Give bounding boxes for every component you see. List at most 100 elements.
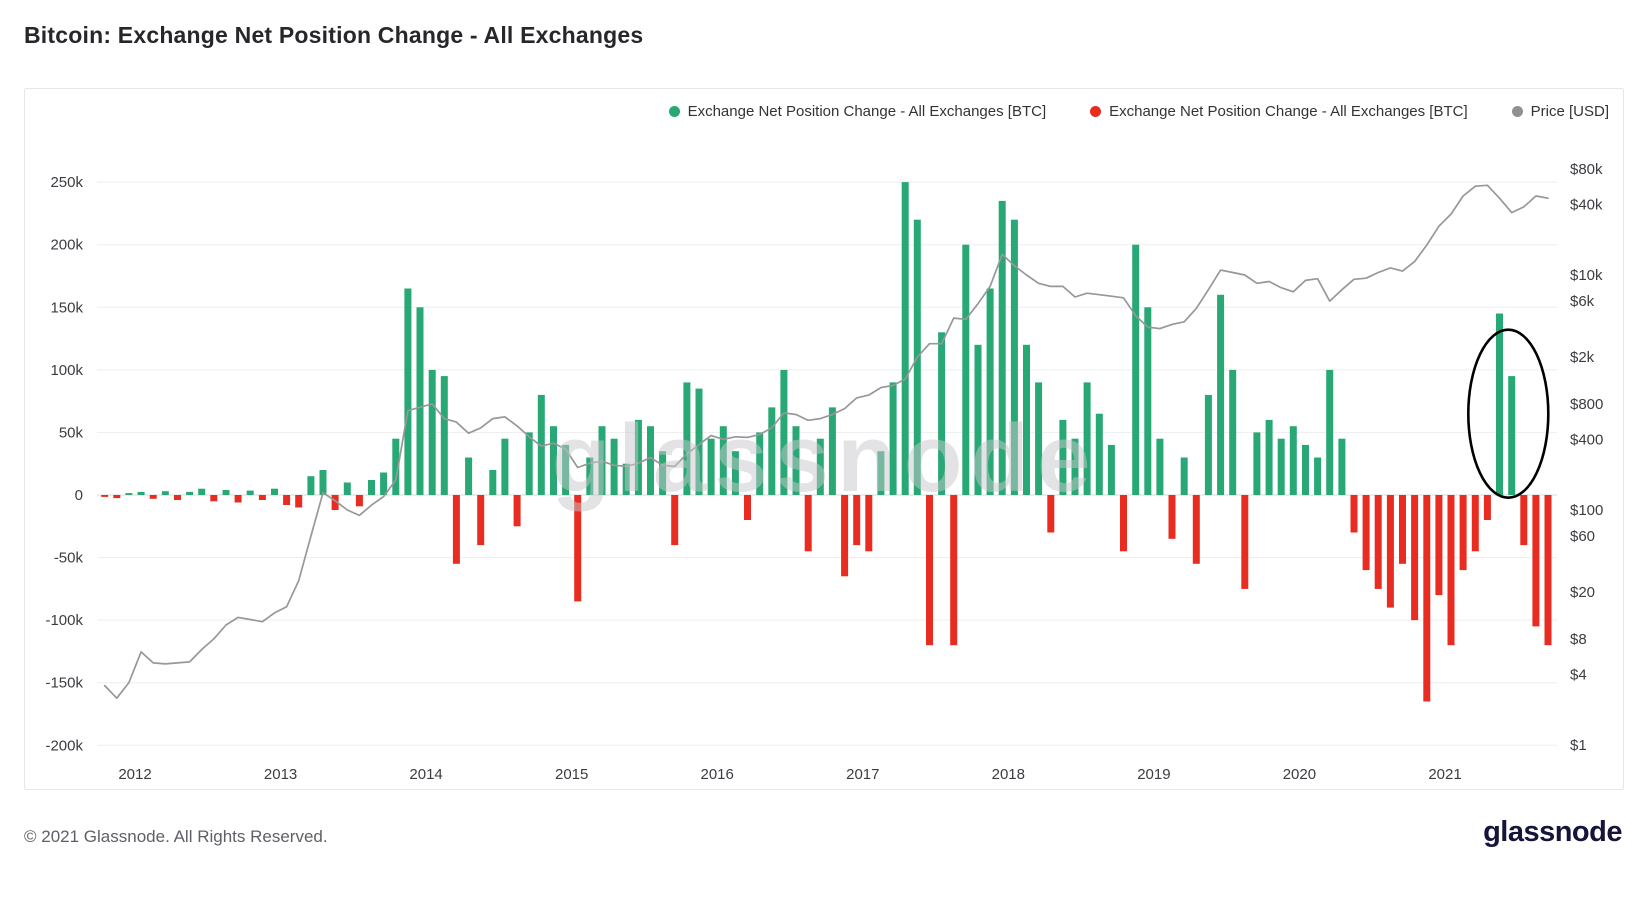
net-position-bar[interactable] — [137, 491, 145, 495]
net-position-bar[interactable] — [938, 332, 946, 495]
net-position-bar[interactable] — [659, 451, 667, 495]
net-position-bar[interactable] — [440, 376, 448, 495]
net-position-bar[interactable] — [974, 344, 982, 495]
net-position-bar[interactable] — [1265, 419, 1273, 495]
net-position-bar[interactable] — [1496, 313, 1503, 496]
net-position-bar[interactable] — [149, 495, 157, 499]
net-position-bar[interactable] — [186, 491, 194, 495]
net-position-bar[interactable] — [1302, 444, 1309, 495]
net-position-bar[interactable] — [574, 495, 582, 602]
net-position-bar[interactable] — [550, 426, 557, 495]
legend-item-price[interactable]: Price [USD] — [1511, 103, 1609, 120]
net-position-bar[interactable] — [258, 495, 266, 500]
net-position-bar[interactable] — [210, 495, 218, 502]
net-position-bar[interactable] — [804, 495, 812, 552]
net-position-bar[interactable] — [525, 432, 533, 495]
net-position-bar[interactable] — [1289, 426, 1297, 495]
net-position-bar[interactable] — [271, 488, 278, 495]
net-position-bar[interactable] — [1071, 438, 1079, 495]
net-position-bar[interactable] — [1253, 432, 1261, 495]
net-position-bar[interactable] — [683, 382, 691, 495]
net-position-bar[interactable] — [489, 470, 497, 495]
net-position-bar[interactable] — [113, 495, 121, 499]
net-position-bar[interactable] — [1204, 394, 1212, 495]
net-position-bar[interactable] — [647, 426, 654, 495]
net-position-bar[interactable] — [719, 426, 727, 495]
net-position-bar[interactable] — [768, 407, 776, 495]
net-position-bar[interactable] — [537, 394, 545, 495]
net-position-bar[interactable] — [671, 495, 679, 546]
net-position-bar[interactable] — [307, 476, 315, 495]
net-position-bar[interactable] — [634, 419, 642, 495]
net-position-bar[interactable] — [101, 495, 109, 497]
net-position-bar[interactable] — [1314, 457, 1322, 496]
net-position-bar[interactable] — [816, 438, 824, 495]
net-position-bar[interactable] — [1095, 413, 1103, 495]
net-position-bar[interactable] — [380, 472, 388, 496]
net-position-bar[interactable] — [125, 493, 133, 495]
net-position-bar[interactable] — [1047, 495, 1055, 533]
net-position-bar[interactable] — [283, 495, 291, 505]
net-position-bar[interactable] — [622, 463, 630, 495]
net-position-bar[interactable] — [1411, 495, 1419, 621]
net-position-bar[interactable] — [865, 495, 873, 552]
net-position-bar[interactable] — [1083, 382, 1091, 495]
net-position-bar[interactable] — [610, 438, 618, 495]
net-position-bar[interactable] — [1107, 444, 1115, 495]
net-position-bar[interactable] — [841, 495, 849, 577]
net-position-bar[interactable] — [731, 451, 739, 495]
net-position-bar[interactable] — [998, 200, 1006, 495]
net-position-bar[interactable] — [744, 495, 751, 520]
net-position-bar[interactable] — [1459, 495, 1467, 571]
net-position-bar[interactable] — [1217, 294, 1225, 495]
net-position-bar[interactable] — [404, 288, 412, 496]
net-position-bar[interactable] — [1120, 495, 1127, 552]
net-position-bar[interactable] — [1192, 495, 1200, 564]
net-position-bar[interactable] — [234, 495, 242, 503]
net-position-bar[interactable] — [1447, 495, 1455, 646]
net-position-bar[interactable] — [1338, 438, 1346, 495]
net-position-bar[interactable] — [513, 495, 521, 527]
net-position-bar[interactable] — [428, 369, 436, 495]
net-position-bar[interactable] — [950, 495, 958, 646]
net-position-bar[interactable] — [465, 457, 473, 496]
net-position-bar[interactable] — [246, 490, 254, 495]
net-position-bar[interactable] — [161, 491, 169, 495]
net-position-bar[interactable] — [1059, 419, 1067, 495]
net-position-bar[interactable] — [1180, 457, 1188, 496]
net-position-bar[interactable] — [222, 490, 230, 495]
net-position-bar[interactable] — [756, 432, 764, 495]
net-position-bar[interactable] — [877, 451, 885, 495]
net-position-bar[interactable] — [1010, 219, 1018, 495]
net-position-bar[interactable] — [1132, 244, 1140, 495]
net-position-bar[interactable] — [1483, 495, 1491, 520]
price-line[interactable] — [103, 184, 1549, 700]
net-position-bar[interactable] — [562, 444, 570, 495]
legend-item-net-position-negative[interactable]: Exchange Net Position Change - All Excha… — [1090, 103, 1468, 120]
net-position-bar[interactable] — [319, 470, 327, 495]
net-position-bar[interactable] — [1374, 495, 1382, 589]
net-position-bar[interactable] — [452, 495, 460, 564]
net-position-bar[interactable] — [926, 495, 933, 646]
net-position-bar[interactable] — [1544, 495, 1552, 646]
net-position-bar[interactable] — [853, 495, 861, 546]
net-position-bar[interactable] — [695, 388, 703, 495]
net-position-bar[interactable] — [889, 382, 897, 495]
net-position-bar[interactable] — [780, 369, 788, 495]
net-position-bar[interactable] — [368, 480, 375, 495]
net-position-bar[interactable] — [1471, 495, 1479, 552]
net-position-bar[interactable] — [1168, 495, 1176, 539]
net-position-bar[interactable] — [901, 182, 909, 495]
net-position-bar[interactable] — [1350, 495, 1358, 533]
legend-item-net-position-positive[interactable]: Exchange Net Position Change - All Excha… — [668, 103, 1046, 120]
net-position-bar[interactable] — [331, 495, 339, 510]
net-position-bar[interactable] — [1520, 495, 1528, 546]
net-position-bar[interactable] — [1277, 438, 1285, 495]
net-position-bar[interactable] — [174, 495, 181, 500]
net-position-bar[interactable] — [586, 457, 594, 496]
net-position-bar[interactable] — [1326, 369, 1334, 495]
net-position-bar[interactable] — [1362, 495, 1370, 571]
net-position-bar[interactable] — [1144, 307, 1152, 495]
net-position-bar[interactable] — [355, 495, 363, 507]
net-position-bar[interactable] — [477, 495, 485, 546]
